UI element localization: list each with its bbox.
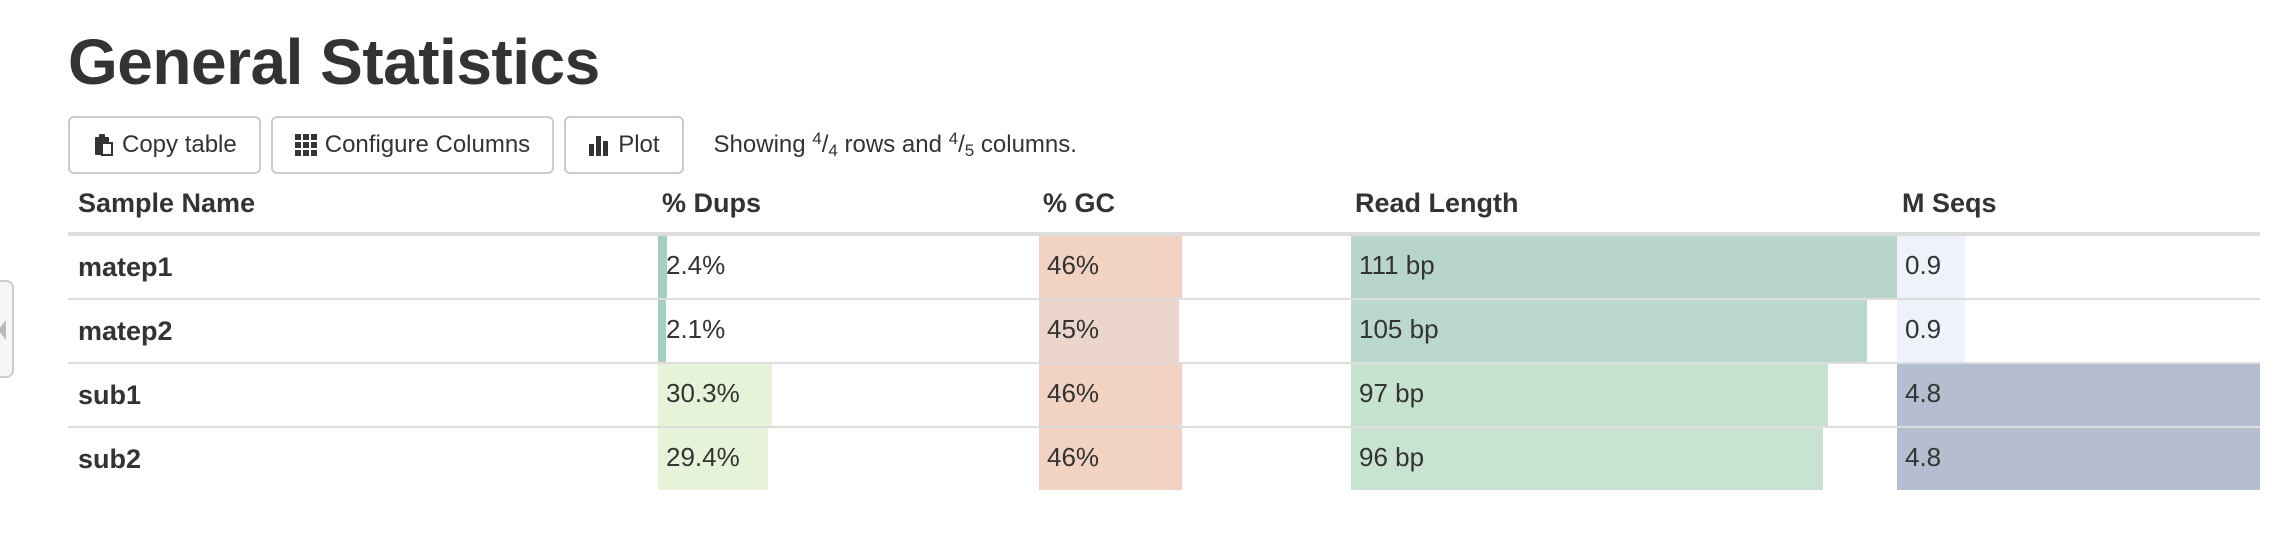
bar-dups [658, 236, 667, 298]
column-header-sample-name[interactable]: Sample Name [78, 188, 256, 218]
copy-table-label: Copy table [122, 131, 237, 158]
value-read-length: 111 bp [1359, 250, 1435, 280]
column-header-dups[interactable]: % Dups [662, 188, 762, 218]
cell-gc: 46% [1039, 236, 1341, 298]
bar-gc [1039, 428, 1182, 490]
bar-gc [1039, 364, 1182, 426]
chevron-left-icon [0, 320, 6, 340]
cell-gc: 46% [1039, 364, 1341, 426]
value-gc: 46% [1047, 378, 1100, 408]
bar-read-length [1351, 364, 1829, 426]
bar-m-seqs [1897, 236, 1966, 298]
bar-chart-icon [589, 136, 609, 156]
value-m-seqs: 0.9 [1905, 250, 1942, 280]
value-read-length: 96 bp [1359, 442, 1425, 472]
sample-name: sub1 [78, 380, 142, 410]
value-dups: 30.3% [666, 378, 740, 408]
cell-read-length: 97 bp [1351, 364, 1897, 426]
cell-dups: 2.1% [658, 300, 1040, 362]
cell-read-length: 111 bp [1351, 236, 1897, 298]
bar-read-length [1351, 428, 1824, 490]
bar-dups [658, 364, 772, 426]
value-gc: 45% [1047, 314, 1100, 344]
cols-shown: 4 [948, 129, 959, 148]
table-row: sub1 30.3% 46% 97 bp 4.8 [68, 364, 2260, 428]
cell-m-seqs: 0.9 [1897, 236, 2260, 298]
value-gc: 46% [1047, 250, 1100, 280]
cell-gc: 45% [1039, 300, 1341, 362]
rows-total: 4 [828, 141, 838, 160]
value-m-seqs: 4.8 [1905, 378, 1942, 408]
cell-dups: 29.4% [658, 428, 1040, 490]
rows-shown: 4 [812, 129, 822, 148]
copy-table-button[interactable]: Copy table [68, 116, 261, 174]
value-m-seqs: 0.9 [1905, 314, 1942, 344]
value-gc: 46% [1047, 442, 1100, 472]
configure-columns-label: Configure Columns [324, 131, 531, 158]
page-title: General Statistics [68, 26, 600, 98]
cell-m-seqs: 0.9 [1897, 300, 2260, 362]
table-toolbar: Copy table Configure Columns Plo [68, 116, 1077, 174]
bar-read-length [1351, 236, 1897, 298]
bar-m-seqs [1897, 364, 2260, 426]
plot-button[interactable]: Plot [564, 116, 684, 174]
table-header: Sample Name % Dups % GC Read Length M Se… [68, 178, 2260, 236]
sample-name: matep1 [78, 252, 173, 282]
table-row: matep1 2.4% 46% 111 bp 0.9 [68, 236, 2260, 300]
general-stats-table: Sample Name % Dups % GC Read Length M Se… [68, 178, 2260, 490]
cell-m-seqs: 4.8 [1897, 428, 2260, 490]
cell-m-seqs: 4.8 [1897, 364, 2260, 426]
value-dups: 29.4% [666, 442, 740, 472]
bar-dups [658, 300, 666, 362]
cell-read-length: 96 bp [1351, 428, 1897, 490]
column-header-read-length[interactable]: Read Length [1355, 188, 1519, 218]
bar-m-seqs [1897, 428, 2260, 490]
bar-gc [1039, 236, 1182, 298]
sample-name: matep2 [78, 316, 173, 346]
column-header-m-seqs[interactable]: M Seqs [1902, 188, 1997, 218]
configure-columns-button[interactable]: Configure Columns [270, 116, 555, 174]
grid-icon [294, 134, 317, 156]
status-prefix: Showing [713, 131, 813, 158]
cell-dups: 30.3% [658, 364, 1040, 426]
value-dups: 2.4% [666, 250, 726, 280]
sidebar-toggle-tab[interactable] [0, 280, 14, 378]
bar-m-seqs [1897, 300, 1966, 362]
bar-read-length [1351, 300, 1868, 362]
status-middle: rows and [837, 131, 949, 158]
bar-dups [658, 428, 769, 490]
value-read-length: 97 bp [1359, 378, 1425, 408]
plot-label: Plot [618, 131, 660, 158]
clipboard-icon [95, 134, 113, 156]
cell-read-length: 105 bp [1351, 300, 1897, 362]
column-header-gc[interactable]: % GC [1043, 188, 1116, 218]
cell-gc: 46% [1039, 428, 1341, 490]
bar-gc [1039, 300, 1179, 362]
table-row: matep2 2.1% 45% 105 bp 0.9 [68, 300, 2260, 364]
table-status-text: Showing 4/4 rows and 4/5 columns. [713, 129, 1077, 160]
value-read-length: 105 bp [1359, 314, 1439, 344]
cell-dups: 2.4% [658, 236, 1040, 298]
cols-total: 5 [964, 141, 975, 160]
sample-name: sub2 [78, 444, 142, 474]
status-suffix: columns. [974, 131, 1077, 158]
value-dups: 2.1% [666, 314, 726, 344]
value-m-seqs: 4.8 [1905, 442, 1942, 472]
table-row: sub2 29.4% 46% 96 bp 4.8 [68, 428, 2260, 490]
